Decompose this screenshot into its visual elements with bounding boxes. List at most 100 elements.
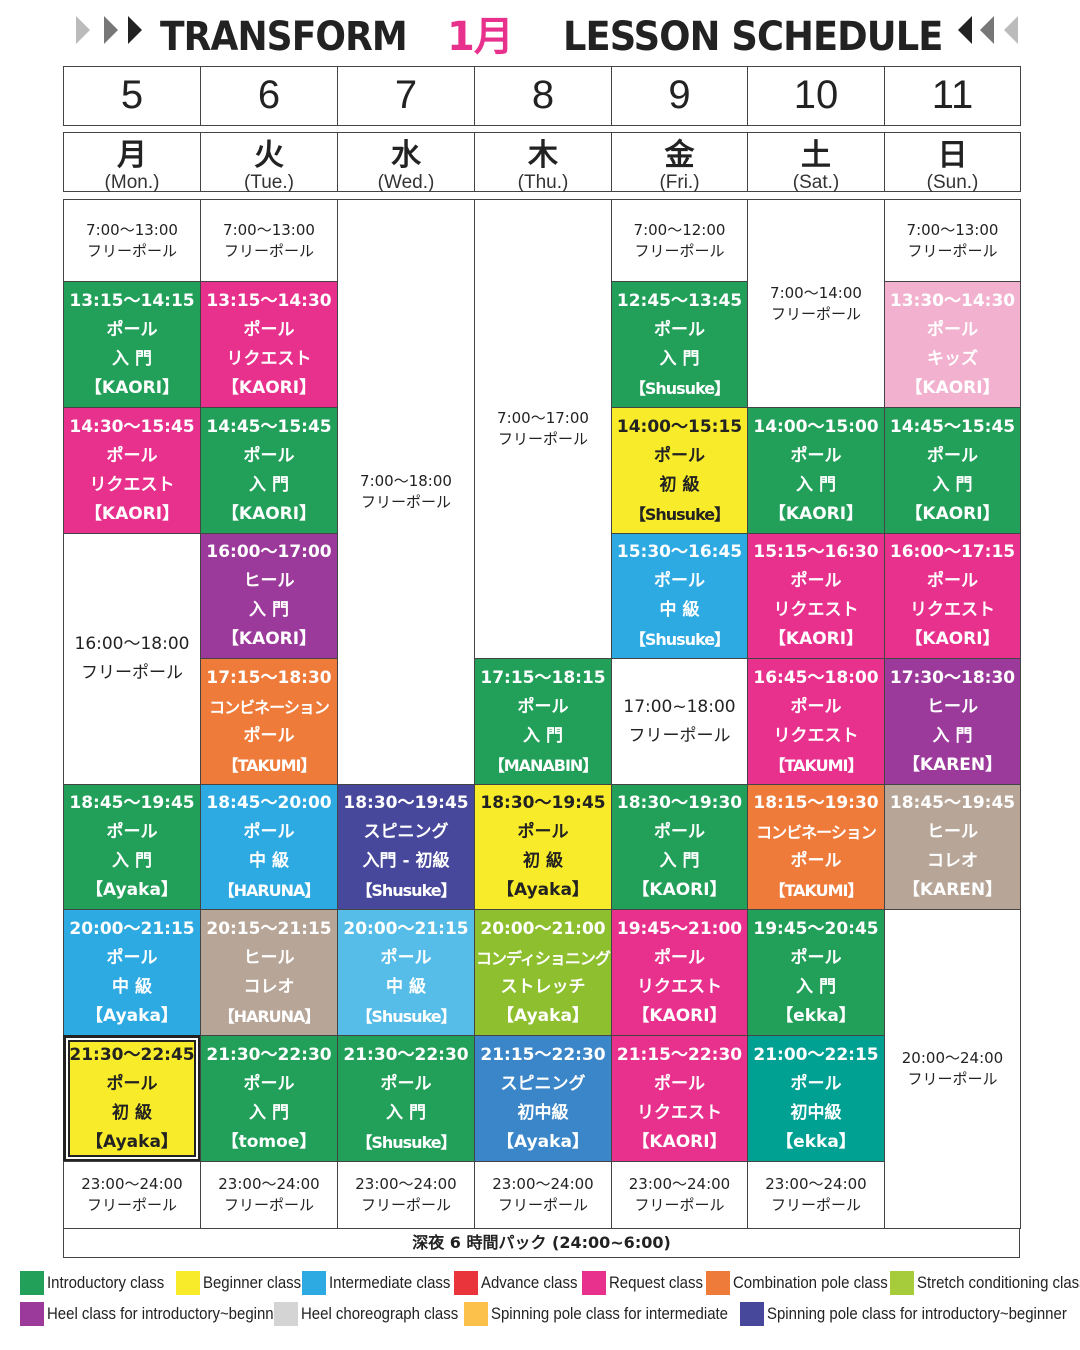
lesson-slot: 15:30〜16:45 ポール中 級【Shusuke】 [611, 533, 748, 659]
legend-item: Request class [582, 1271, 716, 1295]
slot-time: 14:00〜15:00 [753, 416, 879, 437]
slot-label: 初 級 [523, 851, 563, 871]
date-cell: 7 [337, 66, 475, 126]
slot-time: 21:15〜22:30 [616, 1044, 743, 1065]
legend-item: Intermediate class [302, 1271, 467, 1295]
legend-item: Heel choreograph class [274, 1302, 480, 1326]
weekday-kanji: 日 [937, 138, 968, 173]
weekday-english: (Tue.) [244, 172, 294, 193]
slot-label: ポール [654, 319, 705, 340]
weekday-english: (Wed.) [377, 172, 435, 193]
slot-label: フリーポール [86, 241, 177, 260]
slot-time: 20:15〜21:15 [206, 918, 332, 939]
lesson-slot: 18:45〜20:00 ポール中 級【HARUNA】 [200, 784, 338, 910]
slot-label: リクエスト [773, 600, 859, 620]
lesson-slot: 21:30〜22:30 ポール入 門【Shusuke】 [337, 1035, 475, 1162]
slot-label: 初中級 [517, 1102, 569, 1123]
slot-label: 中 級 [386, 976, 426, 997]
weekday-cell: 木 (Thu.) [474, 132, 612, 193]
lesson-slot: 16:45〜18:00 ポール リクエスト 【TAKUMI】 [747, 658, 885, 785]
free-pole-slot: 7:00〜18:00 フリーポール [337, 199, 475, 785]
slot-label: コンビネーション [209, 697, 330, 717]
legend-item: Spinning pole class for introductory~beg… [740, 1302, 1080, 1326]
slot-instructor: 【Ayaka】 [86, 880, 178, 900]
weekday-kanji: 金 [664, 138, 695, 173]
slot-label: 入 門 [112, 851, 152, 871]
lesson-slot: 19:45〜21:00 ポール リクエスト 【KAORI】 [611, 909, 748, 1036]
slot-time: 23:00〜24:00 [355, 1175, 457, 1193]
slot-label: ポール [654, 445, 705, 466]
slot-instructor: 【Ayaka】 [497, 880, 589, 900]
slot-instructor: 【HARUNA】 [218, 1006, 321, 1026]
legend-label: Spinning pole class for intermediate [491, 1304, 729, 1323]
date-cell: 8 [474, 66, 612, 126]
weekday-cell: 月 (Mon.) [63, 132, 201, 193]
slot-time: 20:00〜21:15 [69, 918, 195, 939]
slot-label: フリーポール [907, 1070, 998, 1088]
lesson-slot: 12:45〜13:45 ポール入 門【Shusuke】 [611, 281, 748, 408]
date-cell: 6 [200, 66, 338, 126]
slot-label: 入 門 [796, 474, 836, 495]
slot-time: 13:30〜14:30 [889, 290, 1016, 311]
slot-label: ヒール [927, 822, 978, 842]
slot-label: 入門 - 初級 [362, 851, 450, 871]
slot-instructor: 【TAKUMI】 [769, 881, 863, 900]
weekday-cell: 土 (Sat.) [747, 132, 885, 193]
slot-instructor: 【KAORI】 [905, 503, 1000, 524]
legend-item: Introductory class [20, 1271, 180, 1295]
slot-time: 21:30〜22:30 [206, 1044, 332, 1065]
legend-swatch-icon [740, 1302, 764, 1326]
slot-label: 入 門 [386, 1102, 426, 1123]
weekday-english: (Sun.) [926, 172, 979, 193]
late-night-pack-note: 深夜 6 時間パック (24:00~6:00) [63, 1228, 1020, 1258]
weekday-kanji: 水 [391, 138, 421, 173]
free-pole-slot: 23:00〜24:00 フリーポール [63, 1161, 201, 1229]
lesson-slot: 19:45〜20:45 ポール入 門【ekka】 [747, 909, 885, 1036]
slot-instructor: 【ekka】 [776, 1131, 856, 1152]
legend-item: Heel class for introductory~beginner [20, 1302, 320, 1326]
slot-time: 21:30〜22:30 [343, 1044, 469, 1065]
lesson-slot: 18:30〜19:45 スピニング 入門 - 初級 【Shusuke】 [337, 784, 475, 910]
legend-swatch-icon [464, 1302, 488, 1326]
slot-time: 15:15〜16:30 [753, 542, 879, 562]
slot-time: 18:45〜20:00 [206, 793, 332, 813]
lesson-slot: 14:00〜15:15 ポール初 級【Shusuke】 [611, 407, 748, 534]
weekday-cell: 金 (Fri.) [611, 132, 748, 193]
slot-instructor: 【Shusuke】 [356, 881, 456, 900]
slot-time: 7:00〜13:00 [223, 220, 315, 239]
slot-time: 18:30〜19:45 [343, 793, 469, 813]
slot-label: コレオ [927, 851, 978, 871]
slot-instructor: 【KAREN】 [902, 880, 1003, 900]
slot-label: ポール [106, 445, 158, 466]
lesson-slot: 15:15〜16:30 ポール リクエスト 【KAORI】 [747, 533, 885, 659]
slot-label: 入 門 [523, 725, 563, 746]
slot-label: フリーポール [770, 304, 861, 323]
brand-title: TRANSFORM [160, 14, 408, 60]
slot-time: 14:30〜15:45 [69, 416, 195, 437]
legend-item: Stretch conditioning class [890, 1271, 1080, 1295]
slot-time: 16:00〜17:15 [889, 542, 1016, 562]
slot-instructor: 【Ayaka】 [497, 1005, 589, 1026]
slot-label: フリーポール [81, 663, 183, 683]
slot-time: 16:00〜17:00 [206, 542, 332, 562]
slot-label: フリーポール [628, 725, 731, 746]
free-pole-slot: 7:00〜13:00 フリーポール [200, 199, 338, 282]
slot-instructor: 【Shusuke】 [629, 504, 730, 524]
slot-time: 18:45〜19:45 [889, 793, 1016, 813]
slot-time: 14:45〜15:45 [206, 416, 332, 437]
slot-label: リクエスト [226, 348, 312, 369]
lesson-slot: 21:00〜22:15 ポール 初中級 【ekka】 [747, 1035, 885, 1162]
slot-time: 16:00〜18:00 [74, 634, 190, 654]
slot-instructor: 【Ayaka】 [86, 1131, 178, 1152]
slot-instructor: 【HARUNA】 [218, 881, 321, 900]
legend-item: Beginner class [176, 1271, 315, 1295]
legend-label: Spinning pole class for introductory~beg… [767, 1304, 1067, 1323]
legend-swatch-icon [454, 1271, 478, 1295]
weekday-cell: 日 (Sun.) [884, 132, 1021, 193]
slot-time: 23:00〜24:00 [628, 1175, 731, 1193]
slot-label: ポール [106, 319, 158, 340]
slot-time: 21:00〜22:15 [753, 1044, 879, 1065]
slot-label: フリーポール [907, 241, 998, 260]
slot-label: ヒール [243, 947, 295, 968]
slot-label: ポール [243, 445, 295, 466]
